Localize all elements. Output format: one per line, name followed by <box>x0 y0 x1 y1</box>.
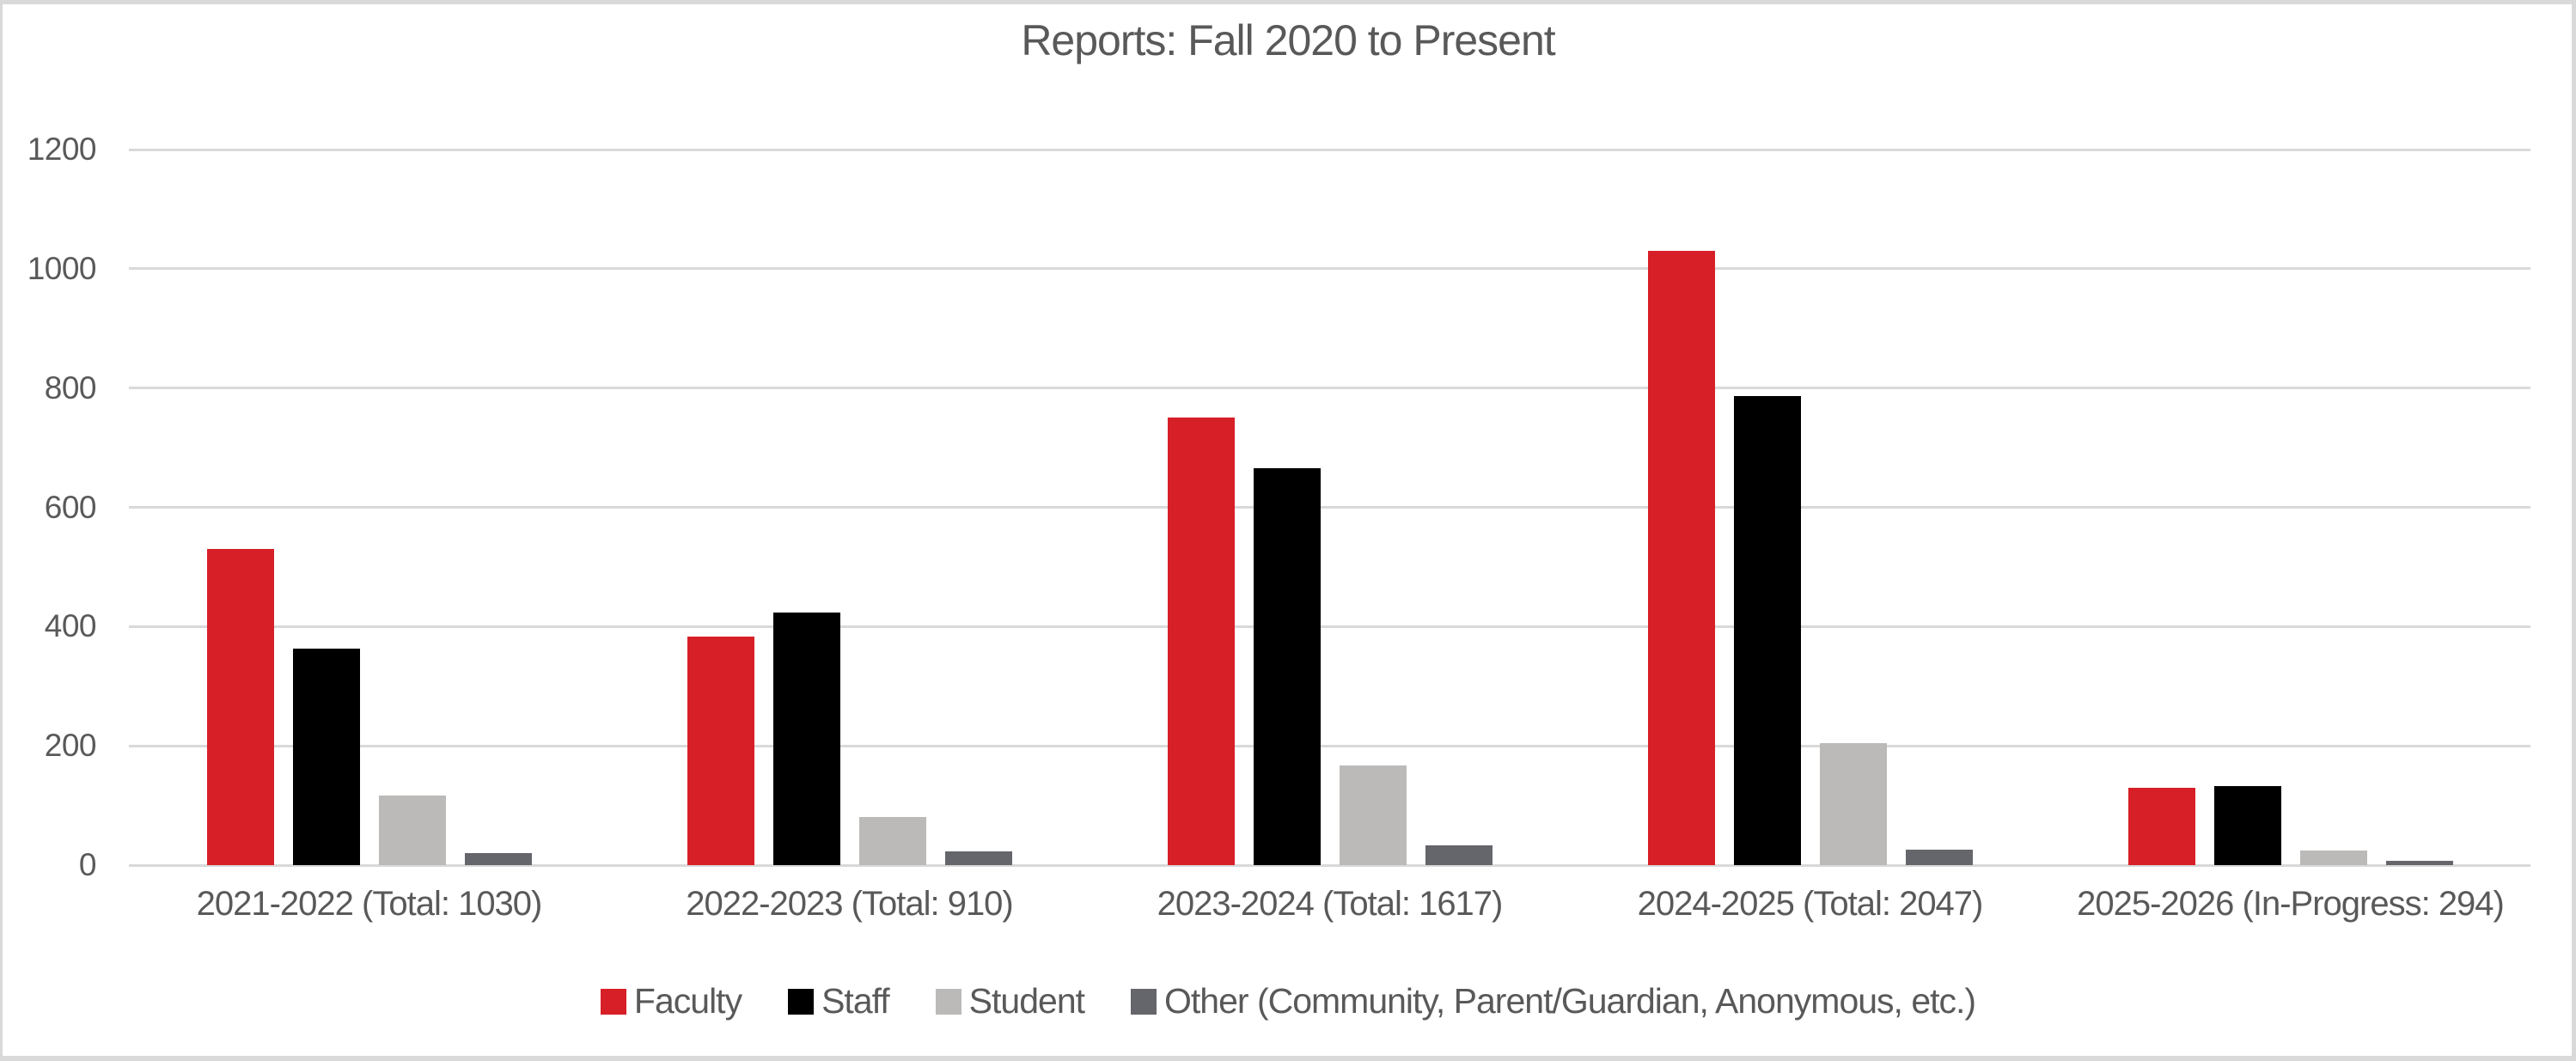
bar-student-3 <box>1339 765 1407 865</box>
legend-label-staff: Staff <box>821 981 890 1021</box>
window-edge-left <box>0 0 3 1061</box>
legend-label-student: Student <box>968 981 1085 1021</box>
x-axis-label-5: 2025-2026 (In-Progress: 294) <box>2077 885 2505 923</box>
bar-other-1 <box>464 853 532 865</box>
x-axis-label-1: 2021-2022 (Total: 1030) <box>196 885 543 923</box>
legend-swatch-other <box>1131 988 1157 1015</box>
y-tick-label-800: 800 <box>44 369 97 405</box>
window-edge-right <box>2572 0 2576 1061</box>
legend-label-other: Other (Community, Parent/Guardian, Anony… <box>1164 981 1976 1021</box>
bar-other-3 <box>1425 845 1492 865</box>
plot-area <box>129 148 2530 867</box>
legend-item-student: Student <box>935 981 1085 1021</box>
bar-groups <box>129 149 2530 865</box>
bar-staff-5 <box>2213 786 2281 865</box>
bar-other-5 <box>2385 861 2453 865</box>
bar-other-2 <box>944 851 1012 865</box>
y-tick-label-600: 600 <box>44 489 97 525</box>
bar-staff-4 <box>1733 395 1801 865</box>
x-axis-label-4: 2024-2025 (Total: 2047) <box>1637 885 1984 923</box>
chart-title: Reports: Fall 2020 to Present <box>1021 16 1555 64</box>
bar-student-5 <box>2299 850 2367 865</box>
bar-faculty-4 <box>1647 251 1715 865</box>
bar-group-1 <box>129 149 609 865</box>
legend-item-faculty: Faculty <box>600 981 742 1021</box>
gridline-800 <box>129 387 2530 390</box>
bar-staff-2 <box>772 613 840 865</box>
y-tick-label-200: 200 <box>44 728 97 764</box>
bar-student-2 <box>858 816 926 865</box>
bar-student-1 <box>378 795 446 865</box>
bar-student-4 <box>1819 743 1887 865</box>
bar-faculty-1 <box>206 549 274 865</box>
gridline-1200 <box>129 148 2530 151</box>
bar-faculty-5 <box>2127 787 2195 865</box>
x-axis-labels: 2021-2022 (Total: 1030) 2022-2023 (Total:… <box>129 883 2530 924</box>
y-axis: 0 200 400 600 800 1000 1200 <box>0 0 97 1061</box>
legend-swatch-student <box>935 988 961 1015</box>
bar-other-4 <box>1905 849 1973 865</box>
y-tick-label-1200: 1200 <box>27 131 97 167</box>
bar-group-3 <box>1090 149 1570 865</box>
x-axis-label-2: 2022-2023 (Total: 910) <box>686 885 1014 923</box>
gridline-400 <box>129 625 2530 628</box>
gridline-600 <box>129 506 2530 509</box>
bar-group-5 <box>2050 149 2530 865</box>
bar-staff-1 <box>292 649 360 865</box>
x-axis-label-3: 2023-2024 (Total: 1617) <box>1157 885 1504 923</box>
legend: Faculty Staff Student Other (Community, Par… <box>0 981 2576 1021</box>
bar-faculty-3 <box>1167 417 1235 865</box>
gridline-1000 <box>129 267 2530 271</box>
legend-label-faculty: Faculty <box>633 981 742 1021</box>
window-edge-top <box>0 0 2576 4</box>
bar-group-4 <box>1570 149 2050 865</box>
legend-swatch-faculty <box>600 988 626 1015</box>
legend-item-other: Other (Community, Parent/Guardian, Anony… <box>1131 981 1976 1021</box>
y-tick-label-400: 400 <box>44 608 97 644</box>
legend-swatch-staff <box>788 988 815 1015</box>
bar-staff-3 <box>1253 467 1321 865</box>
gridline-200 <box>129 744 2530 747</box>
y-tick-label-0: 0 <box>78 847 97 882</box>
window-edge-bottom <box>0 1056 2576 1061</box>
y-tick-label-1000: 1000 <box>27 250 97 286</box>
legend-item-staff: Staff <box>788 981 890 1021</box>
gridline-0 <box>129 863 2530 867</box>
bar-group-2 <box>609 149 1090 865</box>
bar-faculty-2 <box>687 637 754 865</box>
